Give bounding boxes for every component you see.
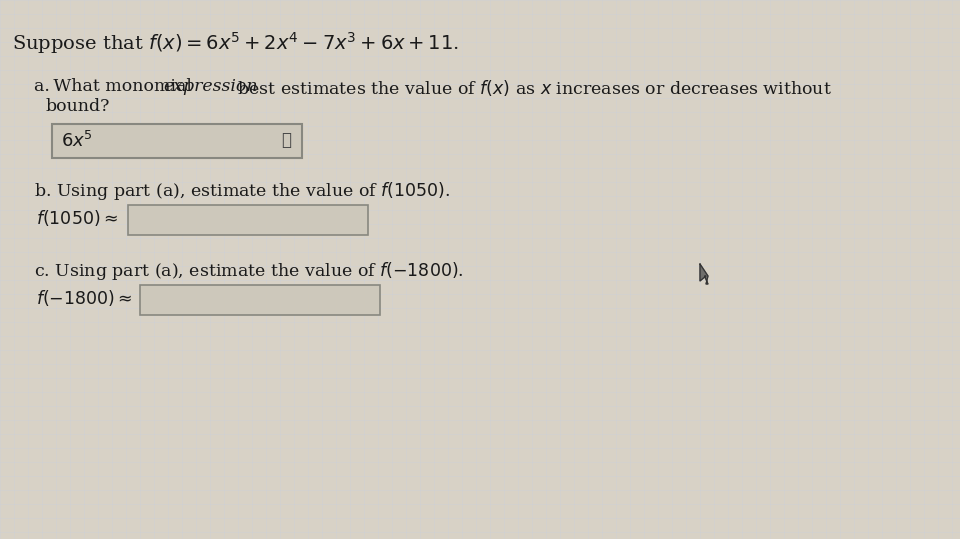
Text: $6x^5$: $6x^5$ [61, 131, 93, 151]
Text: $f(-1800) \approx$: $f(-1800) \approx$ [36, 288, 132, 308]
Text: $f(1050) \approx$: $f(1050) \approx$ [36, 208, 118, 228]
FancyBboxPatch shape [140, 285, 380, 315]
Text: bound?: bound? [46, 98, 110, 115]
Text: a. What monomial: a. What monomial [34, 78, 198, 95]
Text: c. Using part (a), estimate the value of $f(-1800)$.: c. Using part (a), estimate the value of… [34, 260, 464, 282]
Polygon shape [700, 264, 708, 284]
FancyBboxPatch shape [52, 124, 302, 158]
FancyBboxPatch shape [128, 205, 368, 235]
Text: best estimates the value of $f(x)$ as $x$ increases or decreases without: best estimates the value of $f(x)$ as $x… [232, 78, 832, 98]
Text: b. Using part (a), estimate the value of $f(1050)$.: b. Using part (a), estimate the value of… [34, 180, 450, 202]
Text: expression: expression [163, 78, 257, 95]
Text: ✓: ✓ [281, 133, 291, 149]
Text: Suppose that $f(x) = 6x^5 + 2x^4 - 7x^3 + 6x + 11$.: Suppose that $f(x) = 6x^5 + 2x^4 - 7x^3 … [12, 30, 459, 56]
